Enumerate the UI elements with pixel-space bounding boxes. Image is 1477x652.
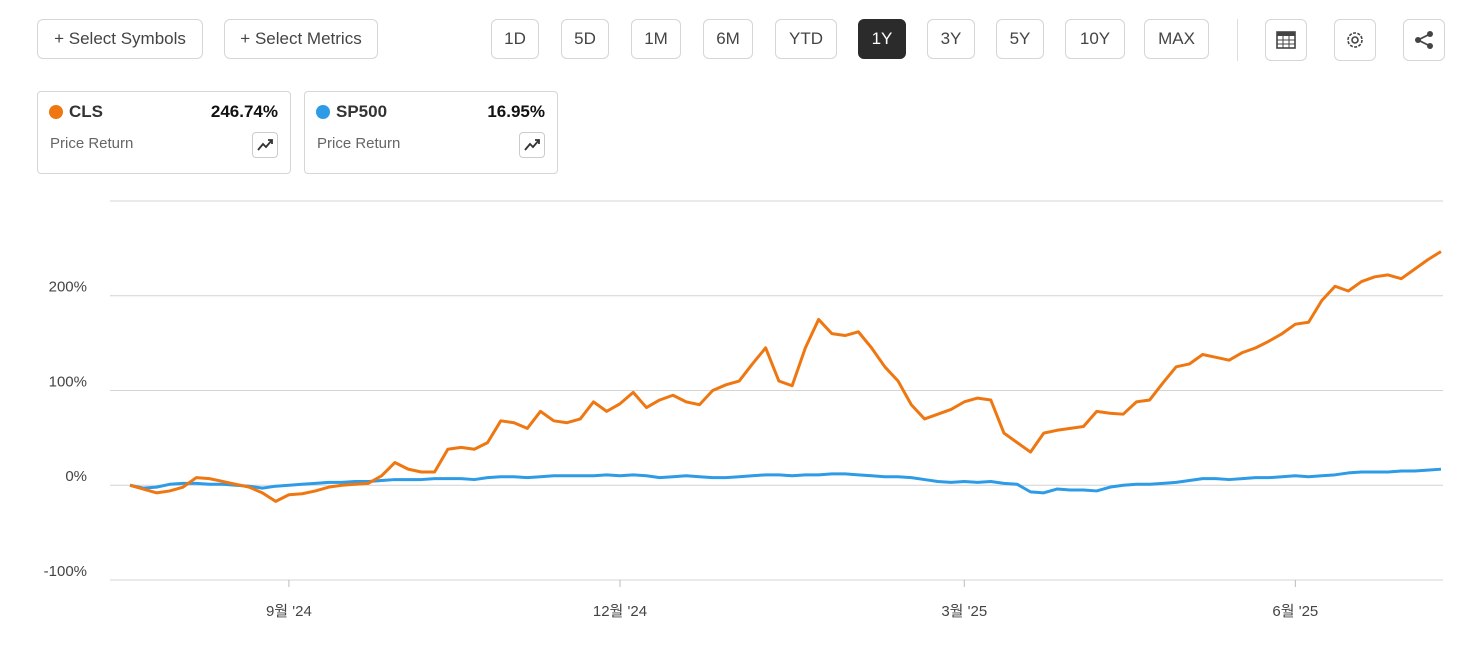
trend-icon — [257, 139, 273, 151]
range-button[interactable]: 6M — [703, 19, 753, 59]
legend-card: SP500 16.95% Price Return — [304, 91, 558, 174]
range-button[interactable]: 3Y — [927, 19, 975, 59]
legend-change: 16.95% — [487, 102, 545, 121]
table-button[interactable] — [1265, 19, 1307, 61]
x-tick-label: 9월 '24 — [266, 603, 312, 620]
trend-icon — [524, 139, 540, 151]
select-metrics-button[interactable]: + Select Metrics — [224, 19, 378, 59]
legend-change: 246.74% — [210, 102, 278, 121]
range-button[interactable]: 1M — [631, 19, 681, 59]
range-button[interactable]: 1D — [491, 19, 539, 59]
legend-dot — [49, 105, 63, 119]
table-icon — [1276, 31, 1296, 49]
y-tick-label: 0% — [65, 468, 87, 485]
y-tick-label: 100% — [49, 373, 87, 390]
range-button[interactable]: 1Y — [858, 19, 906, 59]
x-tick-label: 12월 '24 — [593, 603, 647, 620]
legend-dot — [316, 105, 330, 119]
x-tick-label: 6월 '25 — [1272, 603, 1318, 620]
select-symbols-button[interactable]: + Select Symbols — [37, 19, 203, 59]
chart: -100% 0% 100% 200% 9월 '24 12월 '24 3월 '25 6월 '25 — [44, 200, 1443, 620]
legend-name: CLS — [69, 102, 103, 121]
y-tick-label: 200% — [49, 279, 87, 296]
legend-name: SP500 — [336, 102, 388, 121]
legend-metric: Price Return — [317, 135, 401, 152]
x-tick-label: 3월 '25 — [941, 603, 987, 620]
range-button[interactable]: 5Y — [996, 19, 1044, 59]
share-icon — [1415, 31, 1433, 49]
series-line — [129, 467, 1442, 495]
settings-button[interactable] — [1334, 19, 1376, 61]
settings-icon — [1347, 32, 1363, 48]
share-button[interactable] — [1403, 19, 1445, 61]
legend-metric: Price Return — [50, 135, 134, 152]
trend-icon-button[interactable] — [252, 132, 278, 158]
legend-card: CLS 246.74% Price Return — [37, 91, 291, 174]
range-button[interactable]: YTD — [775, 19, 837, 59]
separator — [1237, 19, 1238, 61]
range-button[interactable]: MAX — [1144, 19, 1209, 59]
trend-icon-button[interactable] — [519, 132, 545, 158]
range-button[interactable]: 5D — [561, 19, 609, 59]
series-line — [129, 250, 1442, 503]
y-tick-label: -100% — [44, 563, 87, 580]
range-button[interactable]: 10Y — [1065, 19, 1125, 59]
